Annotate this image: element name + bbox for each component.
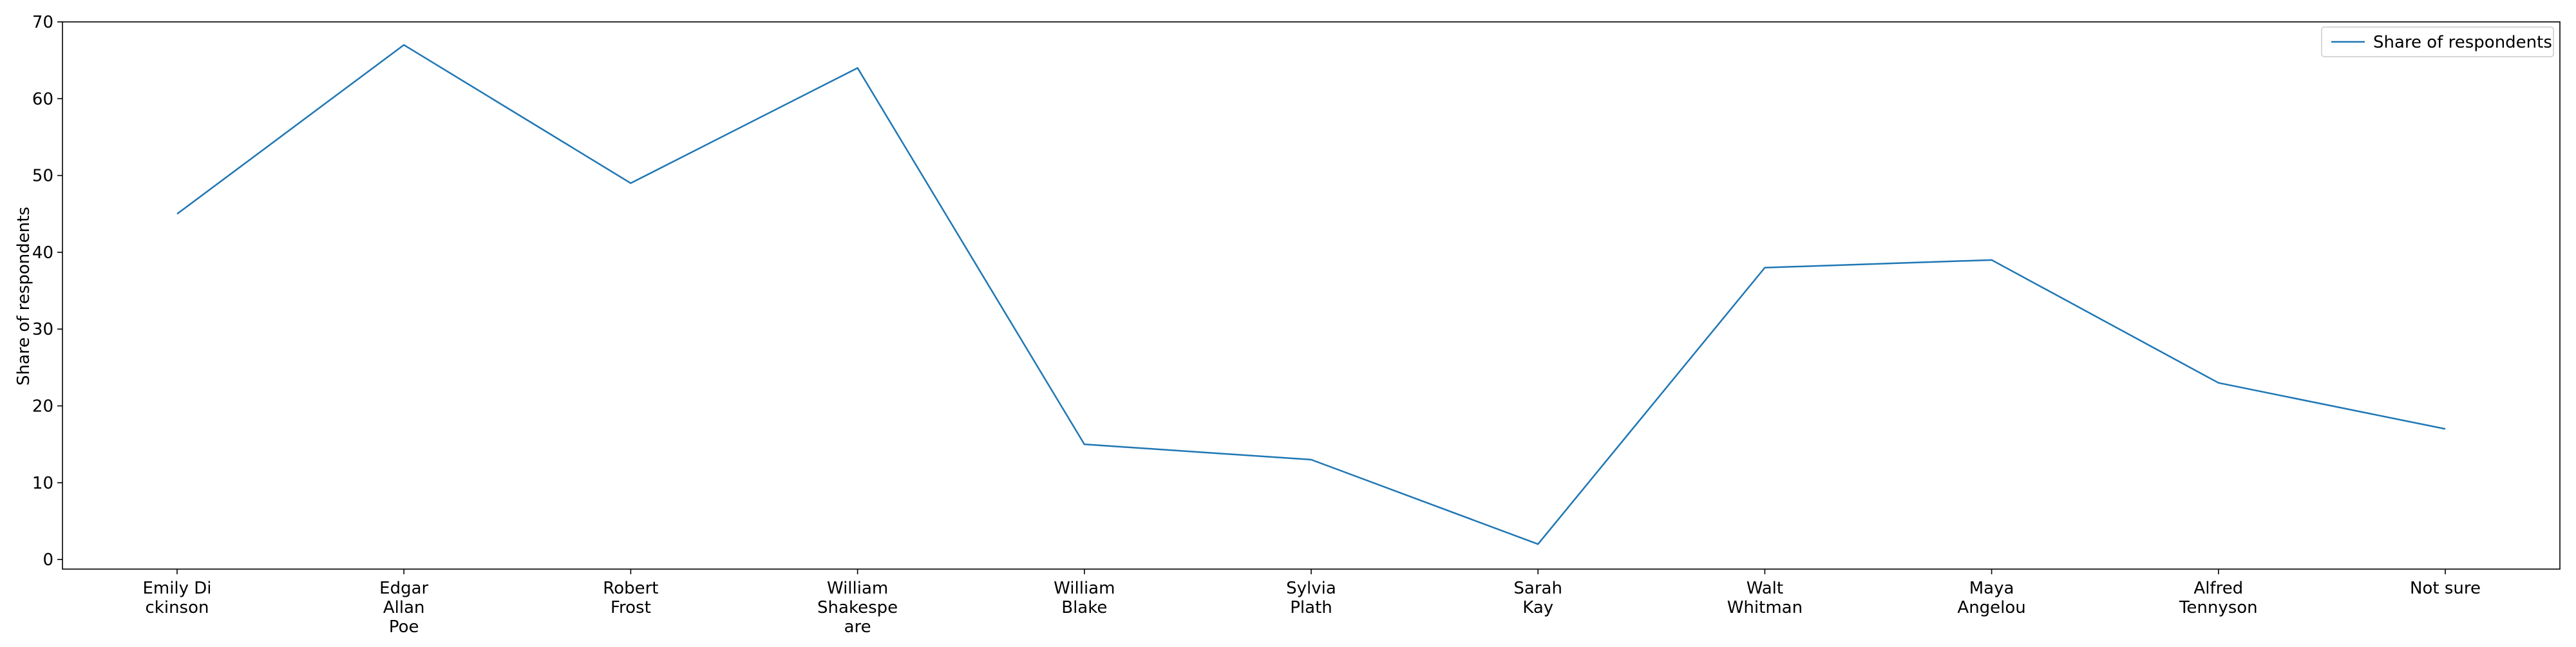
x-tick-label-line: Sylvia	[1286, 579, 1336, 598]
x-tick-label-line: Kay	[1522, 598, 1553, 617]
series-line	[177, 45, 2445, 544]
x-tick-label-line: Poe	[389, 617, 419, 637]
x-tick-label-line: Not sure	[2410, 579, 2481, 598]
x-tick-label-line: Angelou	[1957, 598, 2025, 617]
y-tick-label: 40	[32, 243, 53, 263]
x-tick-label-line: Edgar	[379, 579, 428, 598]
y-axis-label: Share of respondents	[14, 207, 33, 386]
y-tick-label: 60	[32, 89, 53, 109]
x-tick-label-line: Alfred	[2193, 579, 2243, 598]
x-tick-label-line: Emily Di	[142, 579, 211, 598]
x-tick-label-line: Plath	[1290, 598, 1332, 617]
y-tick-label: 20	[32, 397, 53, 416]
legend-label: Share of respondents	[2373, 33, 2552, 52]
x-tick-label-line: William	[827, 579, 888, 598]
x-tick-label-line: Walt	[1747, 579, 1783, 598]
x-tick-label-line: Allan	[383, 598, 425, 617]
y-tick-label: 0	[43, 550, 53, 570]
x-tick-label: Not sure	[2410, 579, 2481, 598]
x-tick-label-line: Sarah	[1513, 579, 1562, 598]
y-tick-label: 50	[32, 167, 53, 186]
x-tick-label-line: Robert	[603, 579, 658, 598]
x-tick-label-line: Shakespe	[817, 598, 898, 617]
y-tick-label: 30	[32, 320, 53, 339]
x-tick-label-line: Blake	[1061, 598, 1107, 617]
x-tick-label-line: are	[844, 617, 871, 637]
x-tick-label-line: William	[1054, 579, 1115, 598]
legend: Share of respondents	[2322, 27, 2553, 57]
plot-frame	[62, 22, 2560, 569]
x-tick-label-line: Whitman	[1727, 598, 1803, 617]
x-tick-label-line: Tennyson	[2179, 598, 2258, 617]
x-tick-label-line: Frost	[611, 598, 651, 617]
y-tick-label: 70	[32, 13, 53, 32]
series-layer	[177, 45, 2445, 544]
x-tick-label-line: ckinson	[146, 598, 209, 617]
y-tick-label: 10	[32, 474, 53, 493]
x-tick-label-line: Maya	[1969, 579, 2014, 598]
